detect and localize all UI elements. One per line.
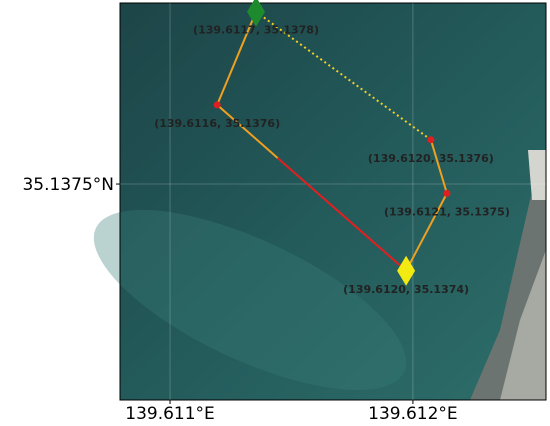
waypoint-label: (139.6117, 35.1378) [193, 24, 319, 37]
x-tick-label: 139.611°E [125, 404, 215, 424]
route-segment [429, 139, 448, 194]
waypoint-label: (139.6116, 35.1376) [154, 117, 280, 130]
waypoint-diamond [247, 0, 266, 27]
waypoint-dot [443, 189, 451, 197]
waypoint-label: (139.6120, 35.1374) [343, 283, 469, 296]
y-tick-label: 35.1375°N [22, 175, 114, 195]
waypoint-label: (139.6120, 35.1376) [368, 152, 494, 165]
waypoint-label: (139.6121, 35.1375) [384, 205, 510, 218]
waypoint-dot [213, 101, 221, 109]
x-tick-label: 139.612°E [368, 404, 458, 424]
route-segment-highlight [276, 157, 407, 272]
waypoint-dot [427, 136, 435, 144]
route-segment [216, 11, 257, 106]
waypoint-diamond [397, 255, 416, 286]
route-segment [405, 192, 448, 272]
route-segment [216, 104, 279, 159]
route-segment-dotted [255, 10, 432, 141]
